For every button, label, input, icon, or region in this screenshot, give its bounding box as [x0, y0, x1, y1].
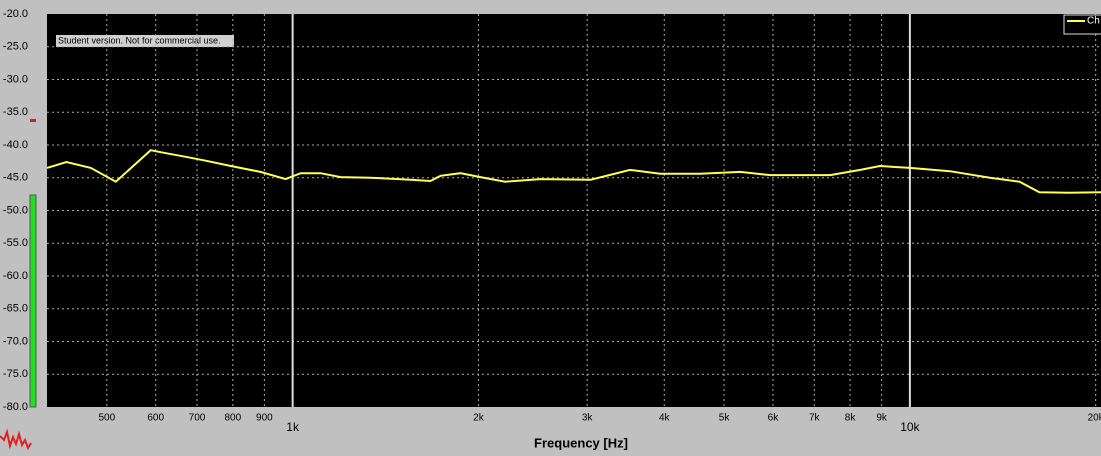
x-tick-label: 3k	[582, 413, 594, 424]
y-tick-label: -50.0	[3, 204, 28, 216]
x-tick-label: 20k	[1088, 413, 1101, 424]
x-tick-label: 2k	[473, 413, 485, 424]
y-tick-label: -75.0	[3, 368, 28, 380]
y-tick-label: -45.0	[3, 172, 28, 184]
level-meter	[29, 194, 37, 408]
x-axis-title: Frequency [Hz]	[534, 435, 628, 450]
x-tick-label: 4k	[659, 413, 671, 424]
y-tick-label: -60.0	[3, 270, 28, 282]
x-tick-label: 500	[98, 413, 115, 424]
legend	[1063, 14, 1101, 35]
x-tick-label: 800	[224, 413, 241, 424]
app-icon	[0, 428, 32, 451]
watermark: Student version. Not for commercial use.	[58, 35, 221, 45]
x-tick-label: 6k	[768, 413, 780, 424]
data-line	[46, 149, 1101, 194]
y-tick-label: -55.0	[3, 237, 28, 249]
x-tick-label: 7k	[809, 413, 821, 424]
y-tick-label: -35.0	[3, 106, 28, 118]
x-tick-label: 8k	[845, 413, 857, 424]
legend-label: Ch	[1087, 16, 1100, 27]
y-tick-label: -25.0	[3, 41, 28, 53]
x-tick-label: 600	[147, 413, 164, 424]
y-tick-label: -30.0	[3, 73, 28, 85]
x-tick-label: 9k	[876, 413, 888, 424]
peak-marker	[30, 119, 36, 122]
y-tick-label: -70.0	[3, 335, 28, 347]
y-tick-label: -20.0	[3, 8, 28, 20]
watermark-box	[56, 35, 234, 47]
x-tick-label: 700	[189, 413, 206, 424]
x-tick-label: 1k	[286, 420, 300, 434]
x-tick-label: 10k	[900, 420, 920, 434]
y-tick-label: -80.0	[3, 401, 28, 413]
x-tick-label: 900	[256, 413, 273, 424]
y-tick-label: -65.0	[3, 303, 28, 315]
y-tick-label: -40.0	[3, 139, 28, 151]
x-tick-label: 5k	[719, 413, 731, 424]
